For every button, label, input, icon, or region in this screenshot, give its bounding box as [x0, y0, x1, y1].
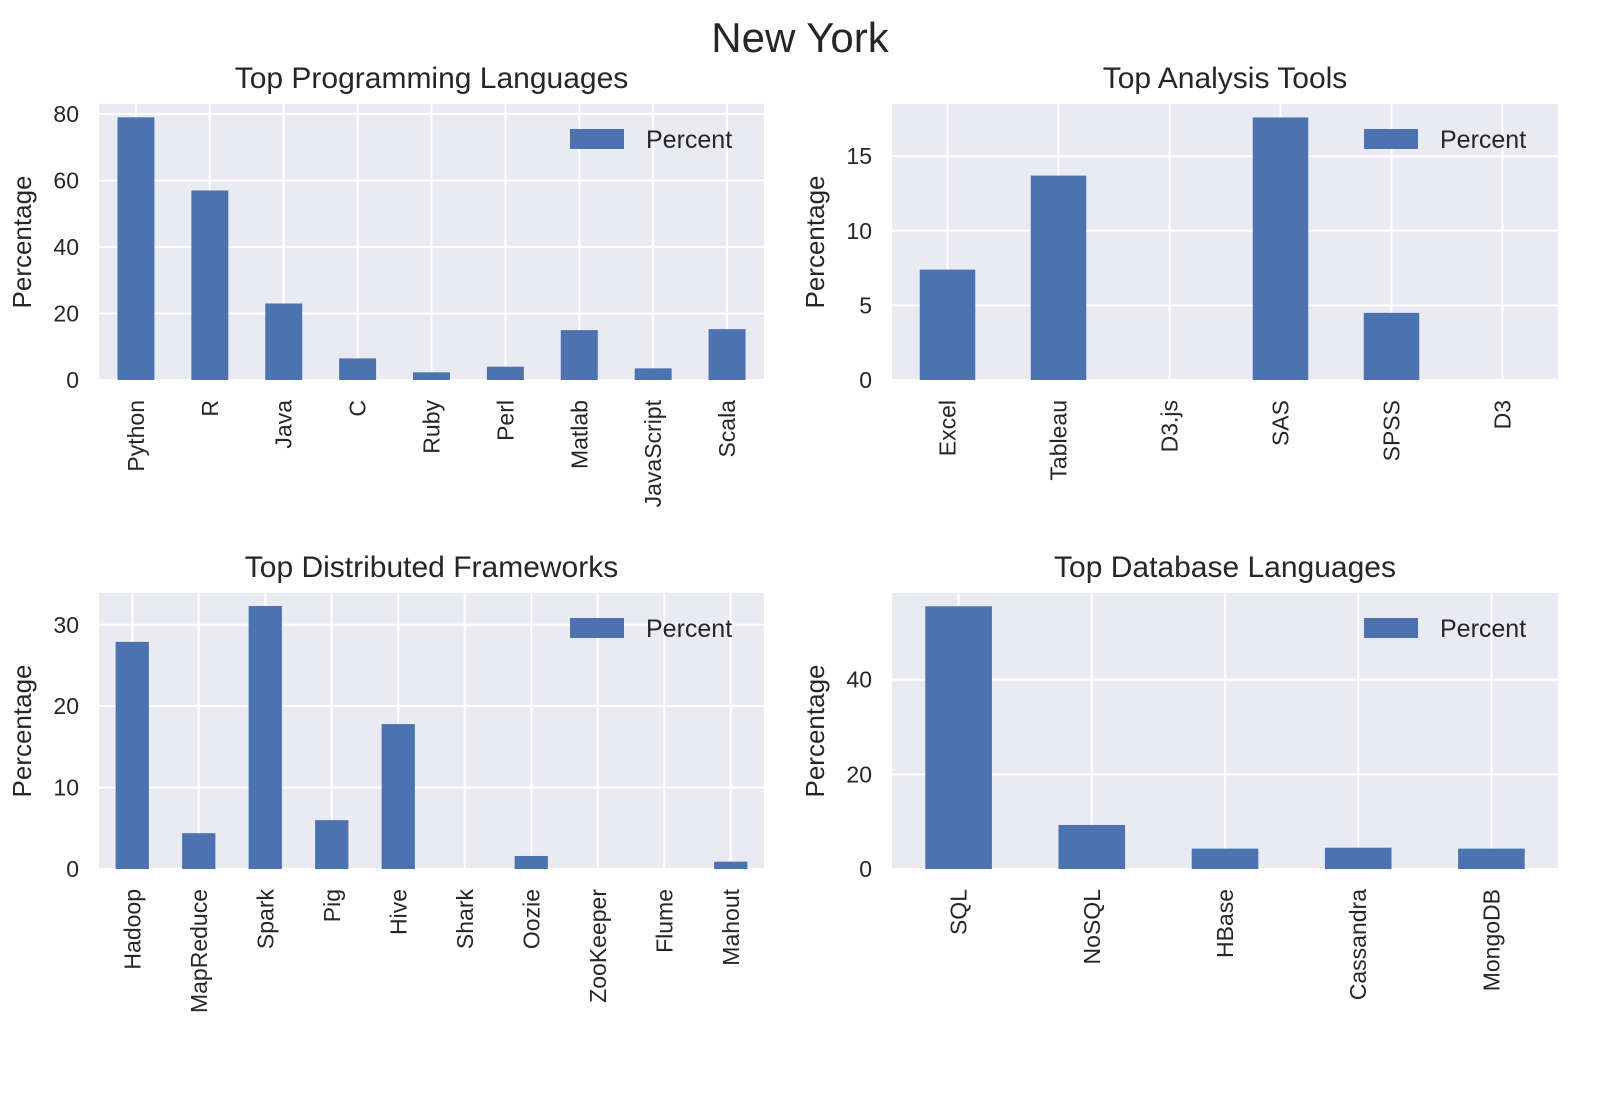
bar-cassandra — [1324, 847, 1392, 869]
plot-area — [892, 104, 1558, 380]
x-tick-label: Ruby — [419, 400, 445, 454]
bar-c — [339, 358, 377, 380]
legend: Percent — [570, 126, 732, 154]
x-tick-label: SAS — [1268, 400, 1294, 446]
x-tick-label: Perl — [492, 400, 518, 441]
chart-panel-3: 0 10 20 30 Hadoop MapReduce Spark Pig Hive Shark O… — [7, 551, 764, 1013]
bar-mapreduce — [182, 833, 216, 869]
bar-nosql — [1058, 824, 1126, 869]
legend: Percent — [1364, 126, 1526, 154]
legend-swatch — [1364, 618, 1418, 638]
x-tick-label: Oozie — [518, 889, 544, 949]
figure-title: New York — [711, 14, 889, 61]
bar-sql — [925, 606, 992, 869]
y-axis-label: Percentage — [7, 176, 37, 309]
bar-java — [265, 303, 303, 380]
chart-panel-2: 0 5 10 15 Excel Tableau D3.js SAS SPSS D3 Percenta… — [800, 62, 1558, 481]
chart-title: Top Database Languages — [1054, 551, 1396, 584]
y-tick-label: 5 — [859, 292, 872, 318]
plot-area — [99, 593, 764, 869]
bar-ruby — [413, 372, 450, 380]
x-tick-label: MongoDB — [1478, 889, 1504, 991]
bar-sas — [1252, 117, 1309, 380]
chart-title: Top Programming Languages — [235, 62, 629, 95]
x-tick-label: Tableau — [1046, 400, 1072, 481]
y-tick-label: 10 — [53, 775, 79, 801]
x-tick-label: Hadoop — [119, 889, 145, 970]
y-tick-label: 0 — [66, 856, 79, 882]
bar-excel — [919, 269, 976, 380]
legend-label: Percent — [646, 126, 732, 154]
y-tick-label: 0 — [859, 367, 872, 393]
legend: Percent — [1364, 615, 1526, 643]
y-tick-label: 20 — [53, 300, 79, 326]
x-tick-label: Java — [271, 400, 297, 449]
bar-hive — [381, 724, 415, 869]
y-tick-label: 0 — [66, 367, 79, 393]
chart-panel-1: 0 20 40 60 80 Python R Java C Ruby Perl Matlab JavaS… — [7, 62, 764, 507]
y-tick-label: 40 — [53, 234, 79, 260]
y-tick-label: 30 — [53, 612, 79, 638]
x-tick-label: Flume — [651, 889, 677, 953]
bar-perl — [486, 366, 524, 380]
x-tick-label: JavaScript — [640, 399, 666, 507]
x-tick-label: Hive — [385, 889, 411, 935]
y-tick-label: 40 — [846, 667, 872, 693]
legend-label: Percent — [646, 615, 732, 643]
x-tick-label: SPSS — [1379, 400, 1405, 461]
bar-hbase — [1191, 848, 1259, 869]
legend: Percent — [570, 615, 732, 643]
legend-swatch — [570, 618, 624, 638]
bar-mongodb — [1458, 848, 1525, 869]
x-tick-label: C — [345, 400, 371, 417]
chart-panel-4: 0 20 40 SQL NoSQL HBase Cassandra MongoDB Percen… — [800, 551, 1558, 1000]
y-tick-label: 20 — [846, 761, 872, 787]
x-tick-label: ZooKeeper — [585, 889, 611, 1003]
x-tick-label: Excel — [935, 400, 961, 456]
bar-pig — [315, 820, 349, 869]
bar-oozie — [514, 855, 548, 869]
bar-javascript — [634, 368, 672, 380]
y-axis-label: Percentage — [800, 665, 830, 798]
chart-title: Top Distributed Frameworks — [245, 551, 618, 584]
bar-tableau — [1030, 175, 1087, 380]
bar-python — [117, 117, 155, 380]
legend-swatch — [570, 129, 624, 149]
x-tick-label: R — [197, 400, 223, 417]
y-tick-label: 15 — [846, 143, 872, 169]
x-tick-label: D3 — [1490, 400, 1516, 429]
y-axis-label: Percentage — [800, 176, 830, 309]
x-tick-label: NoSQL — [1079, 889, 1105, 965]
bar-mahout — [714, 861, 748, 869]
bar-hadoop — [115, 641, 149, 869]
x-tick-label: Matlab — [566, 400, 592, 469]
y-tick-label: 60 — [53, 167, 79, 193]
bar-matlab — [560, 330, 598, 380]
x-tick-label: Shark — [452, 889, 478, 950]
bar-spark — [248, 606, 282, 869]
x-tick-label: Pig — [319, 889, 345, 922]
x-tick-label: SQL — [946, 889, 972, 935]
x-tick-label: Scala — [714, 400, 740, 458]
legend-label: Percent — [1440, 126, 1526, 154]
legend-label: Percent — [1440, 615, 1526, 643]
chart-title: Top Analysis Tools — [1103, 62, 1348, 95]
bar-scala — [708, 329, 746, 380]
bar-spss — [1363, 312, 1420, 380]
x-tick-label: Python — [123, 400, 149, 472]
x-tick-label: D3.js — [1157, 400, 1183, 452]
x-tick-label: HBase — [1212, 889, 1238, 958]
y-tick-label: 20 — [53, 693, 79, 719]
y-tick-label: 10 — [846, 218, 872, 244]
x-tick-label: Cassandra — [1345, 889, 1371, 1000]
x-tick-label: Mahout — [718, 888, 744, 965]
bar-r — [191, 190, 229, 380]
legend-swatch — [1364, 129, 1418, 149]
x-tick-label: MapReduce — [186, 889, 212, 1013]
y-axis-label: Percentage — [7, 665, 37, 798]
y-tick-label: 0 — [859, 856, 872, 882]
y-tick-label: 80 — [53, 101, 79, 127]
x-tick-label: Spark — [252, 889, 278, 950]
